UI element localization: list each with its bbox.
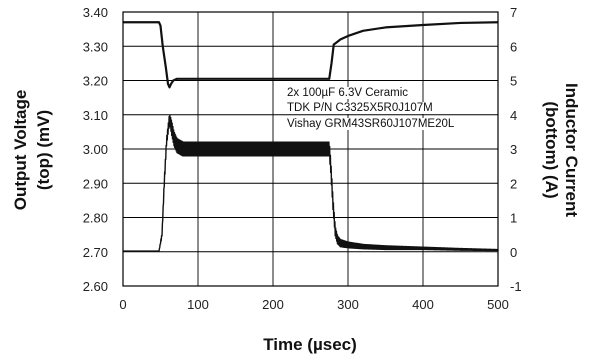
y-right-tick-labels: 7 6 5 4 3 2 1 0 -1 [510,5,522,294]
y-left-tick-label: 2.80 [83,211,108,226]
y-right-tick-label: 1 [510,211,517,226]
x-tick-label: 300 [337,297,359,312]
y-left-title-line-2: (top) (mV) [34,110,53,190]
annotation-backing [286,102,434,114]
y-left-tick-label: 2.70 [83,245,108,260]
x-tick-label: 0 [119,297,126,312]
x-tick-label: 100 [187,297,209,312]
y-right-tick-label: 2 [510,176,517,191]
y-left-tick-label: 3.40 [83,5,108,20]
y-right-tick-label: -1 [510,279,522,294]
y-right-title-line-1: Inductor Current [562,83,581,217]
y-left-tick-label: 3.20 [83,74,108,89]
y-right-tick-label: 3 [510,142,517,157]
y-right-tick-label: 7 [510,5,517,20]
plot-frame [122,11,499,287]
y-left-tick-label: 2.60 [83,279,108,294]
x-tick-label: 400 [412,297,434,312]
annotation-line-2: TDK P/N C3325X5R0J107M [287,102,433,114]
annotation-line-3: Vishay GRM43SR60J107ME20L [287,118,455,130]
y-right-tick-label: 4 [510,108,517,123]
output-voltage-trace [123,21,499,89]
y-left-title-line-1: Output Voltage [11,90,30,211]
y-right-tick-label: 5 [510,74,517,89]
y-right-tick-label: 6 [510,39,517,54]
x-tick-labels: 0 100 200 300 400 500 [119,297,508,312]
y-left-tick-label: 3.10 [83,108,108,123]
inductor-current-trace [123,114,499,252]
gridlines [123,12,498,286]
y-left-tick-labels: 3.40 3.30 3.20 3.10 3.00 2.90 2.80 2.70 2.60 [83,5,108,294]
x-tick-label: 500 [487,297,509,312]
y-right-tick-label: 0 [510,245,517,260]
y-left-tick-label: 3.00 [83,142,108,157]
y-left-axis-title: Output Voltage (top) (mV) [11,90,53,211]
series-traces [123,21,499,252]
annotation-line-1: 2x 100µF 6.3V Ceramic [287,87,408,99]
x-tick-label: 200 [262,297,284,312]
annotation: 2x 100µF 6.3V Ceramic TDK P/N C3325X5R0J… [286,87,456,130]
y-left-tick-label: 3.30 [83,39,108,54]
y-right-title-line-2: (bottom) (A) [542,101,561,198]
annotation-backing [286,87,410,99]
annotation-backing [286,118,456,130]
y-right-axis-title: Inductor Current (bottom) (A) [542,83,581,217]
x-axis-title: Time (µsec) [263,335,357,354]
y-left-tick-label: 2.90 [83,176,108,191]
